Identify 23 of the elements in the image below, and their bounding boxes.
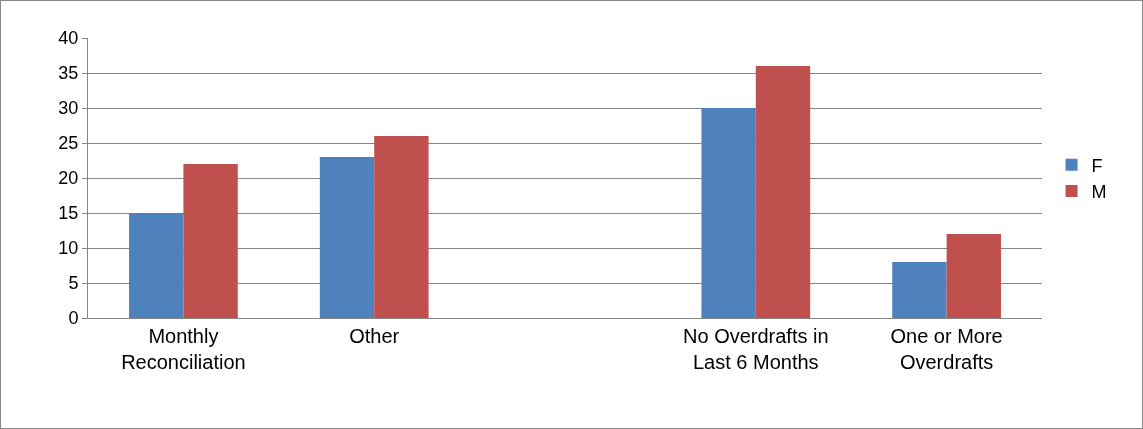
y-tick-label: 15 xyxy=(58,203,79,224)
y-tick-label: 25 xyxy=(58,133,79,154)
y-tick-label: 10 xyxy=(58,238,79,259)
y-tick-label: 40 xyxy=(58,28,79,49)
bar xyxy=(892,262,947,318)
x-tick-label: No Overdrafts in Last 6 Months xyxy=(683,325,829,373)
legend-label: M xyxy=(1091,182,1107,203)
bar xyxy=(701,108,756,318)
bar xyxy=(183,164,238,318)
y-tick-label: 0 xyxy=(68,308,79,329)
bar xyxy=(755,66,811,318)
y-tick-label: 20 xyxy=(58,168,79,189)
bar xyxy=(129,213,184,318)
bar xyxy=(374,136,429,318)
legend-label: F xyxy=(1091,155,1103,176)
x-tick-label: One or More Overdrafts xyxy=(890,325,1003,373)
x-tick-label: Other xyxy=(349,325,400,347)
bar xyxy=(946,234,1001,318)
x-tick-label: Monthly Reconciliation xyxy=(121,325,246,373)
y-tick-label: 30 xyxy=(58,98,79,119)
bar xyxy=(319,157,375,318)
y-tick-label: 35 xyxy=(58,63,79,84)
y-tick-label: 5 xyxy=(68,273,79,294)
